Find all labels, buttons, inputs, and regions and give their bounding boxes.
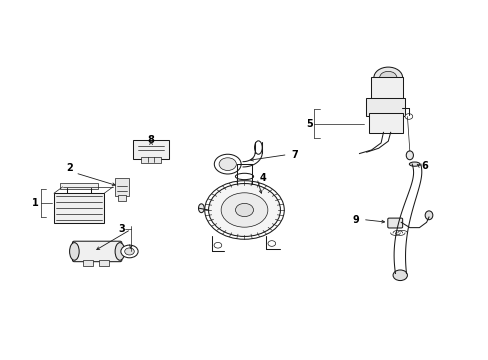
Text: 2: 2 xyxy=(66,163,73,173)
Circle shape xyxy=(124,248,134,255)
Ellipse shape xyxy=(198,204,204,213)
Ellipse shape xyxy=(115,243,124,260)
Text: 8: 8 xyxy=(147,135,154,145)
FancyBboxPatch shape xyxy=(115,179,129,196)
Circle shape xyxy=(235,203,253,217)
FancyBboxPatch shape xyxy=(133,140,169,159)
FancyBboxPatch shape xyxy=(368,113,402,134)
FancyBboxPatch shape xyxy=(72,241,122,262)
Bar xyxy=(99,260,109,266)
FancyBboxPatch shape xyxy=(366,98,404,116)
Circle shape xyxy=(221,193,267,227)
Circle shape xyxy=(379,71,396,84)
Ellipse shape xyxy=(424,211,432,220)
Ellipse shape xyxy=(408,162,419,166)
Text: 9: 9 xyxy=(352,215,359,225)
Text: 1: 1 xyxy=(32,198,39,208)
Circle shape xyxy=(121,245,138,258)
Text: 7: 7 xyxy=(291,150,298,159)
Circle shape xyxy=(392,270,407,280)
Ellipse shape xyxy=(406,151,412,160)
Circle shape xyxy=(219,158,236,171)
Ellipse shape xyxy=(69,243,79,260)
Circle shape xyxy=(214,242,221,248)
FancyBboxPatch shape xyxy=(370,77,402,102)
Text: 4: 4 xyxy=(259,173,265,183)
Text: 3: 3 xyxy=(118,224,124,234)
Circle shape xyxy=(267,241,275,246)
FancyBboxPatch shape xyxy=(141,157,160,163)
Bar xyxy=(83,260,92,266)
Circle shape xyxy=(208,184,280,237)
Circle shape xyxy=(204,181,284,239)
Circle shape xyxy=(404,114,412,119)
Text: 6: 6 xyxy=(421,161,427,171)
Bar xyxy=(60,183,98,189)
Bar xyxy=(54,193,104,223)
FancyBboxPatch shape xyxy=(387,218,402,228)
Circle shape xyxy=(373,67,402,88)
Bar xyxy=(118,195,126,201)
Circle shape xyxy=(214,154,241,174)
Text: 5: 5 xyxy=(305,118,312,129)
